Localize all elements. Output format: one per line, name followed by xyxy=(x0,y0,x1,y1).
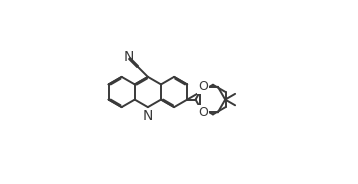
Text: O: O xyxy=(198,106,208,119)
Text: N: N xyxy=(143,109,153,123)
Text: N: N xyxy=(123,50,134,64)
Text: O: O xyxy=(198,80,208,93)
